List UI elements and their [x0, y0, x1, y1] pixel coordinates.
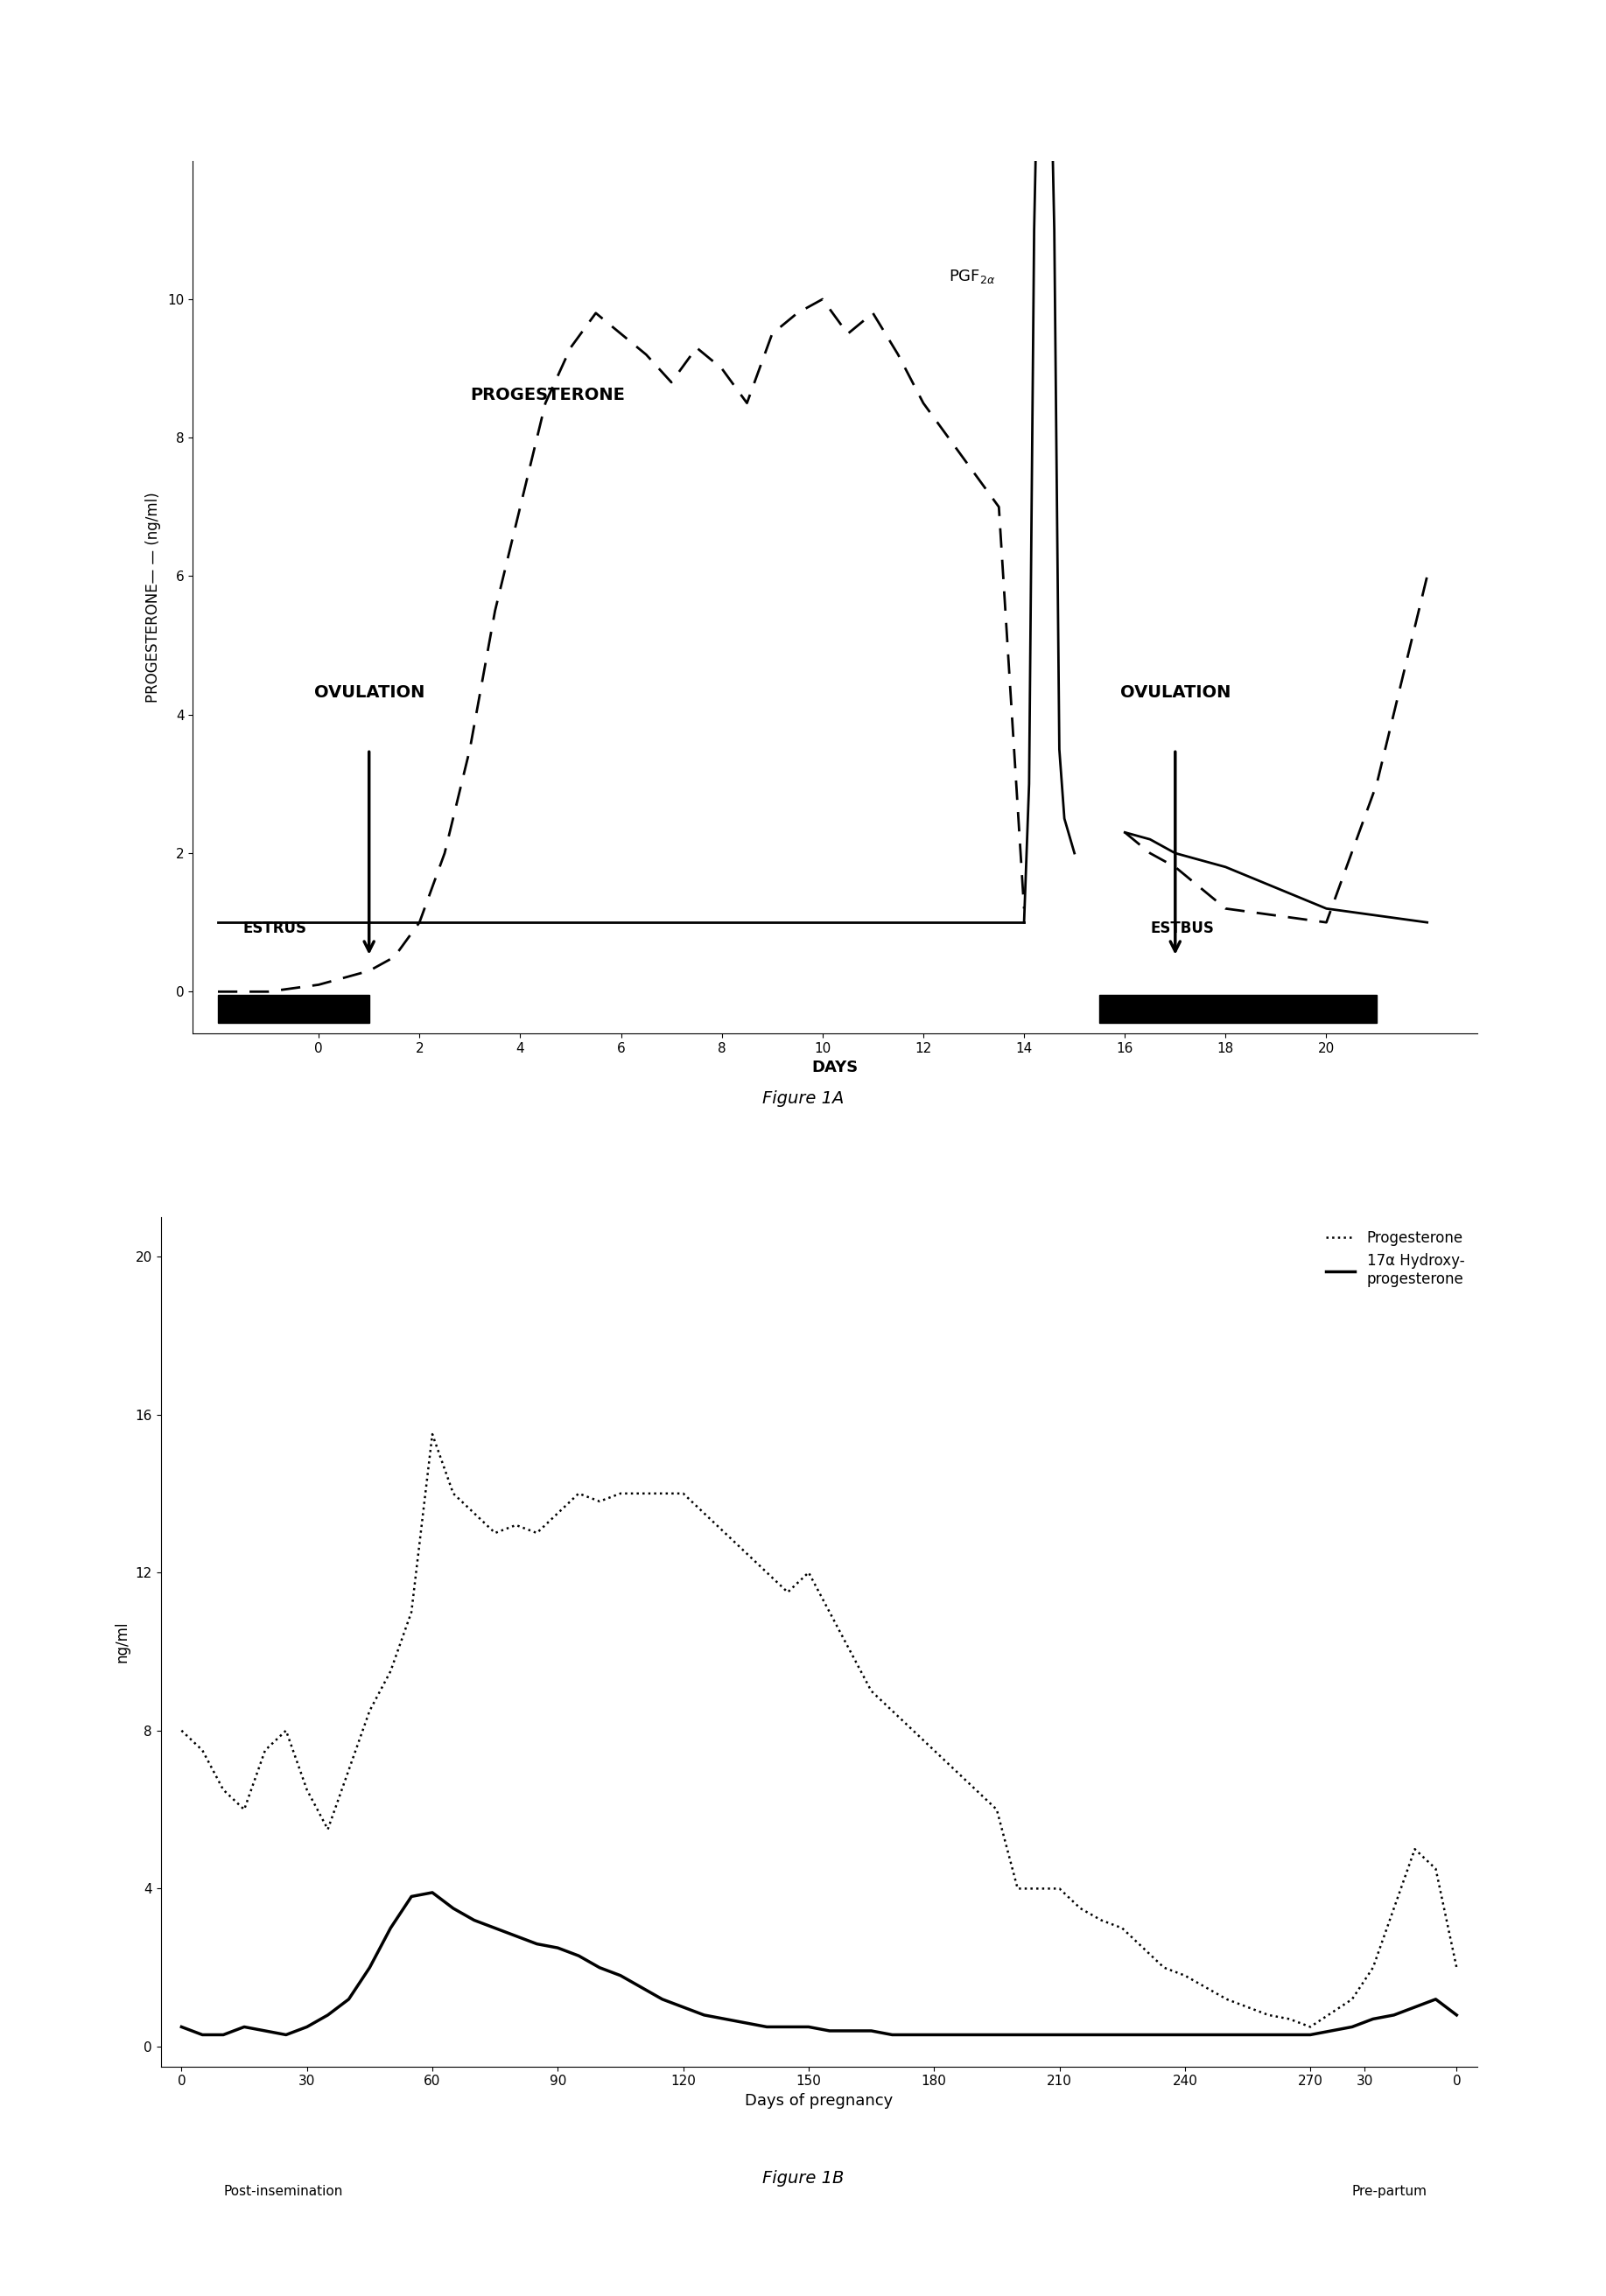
17α Hydroxy-
progesterone — [506, 1922, 525, 1949]
Text: ESTBUS: ESTBUS — [1150, 921, 1214, 937]
Progesterone — [422, 1421, 442, 1449]
Text: Pre-partum: Pre-partum — [1352, 2186, 1428, 2197]
Text: ESTRUS: ESTRUS — [243, 921, 307, 937]
17α Hydroxy-
progesterone — [967, 2020, 986, 2048]
17α Hydroxy-
progesterone — [1301, 2020, 1320, 2048]
Progesterone — [1301, 2014, 1320, 2041]
Text: Figure 1B: Figure 1B — [763, 2170, 843, 2186]
Text: Figure 1A: Figure 1A — [763, 1091, 843, 1107]
17α Hydroxy-
progesterone — [883, 2020, 903, 2048]
17α Hydroxy-
progesterone — [464, 1906, 483, 1933]
Bar — [1100, 994, 1376, 1022]
Y-axis label: ng/ml: ng/ml — [114, 1621, 130, 1662]
Progesterone — [631, 1479, 650, 1506]
Text: Post-insemination: Post-insemination — [223, 2186, 342, 2197]
Text: PROGESTERONE: PROGESTERONE — [471, 386, 625, 404]
Text: PGF$_{2\alpha}$: PGF$_{2\alpha}$ — [949, 269, 996, 285]
Progesterone — [1447, 1954, 1466, 1981]
Progesterone — [1280, 2004, 1299, 2032]
Progesterone — [443, 1479, 463, 1506]
X-axis label: DAYS: DAYS — [811, 1061, 859, 1075]
Legend: Progesterone, 17α Hydroxy-
progesterone: Progesterone, 17α Hydroxy- progesterone — [1320, 1224, 1469, 1293]
Progesterone — [946, 1756, 965, 1784]
Bar — [218, 994, 369, 1022]
Progesterone — [485, 1520, 504, 1548]
17α Hydroxy-
progesterone — [652, 1986, 671, 2014]
Y-axis label: PROGESTERONE— — (ng/ml): PROGESTERONE— — (ng/ml) — [146, 491, 161, 703]
17α Hydroxy-
progesterone — [422, 1878, 442, 1906]
X-axis label: Days of pregnancy: Days of pregnancy — [745, 2094, 893, 2108]
Text: OVULATION: OVULATION — [1119, 684, 1230, 700]
Progesterone — [172, 1717, 191, 1745]
Line: Progesterone: Progesterone — [181, 1435, 1457, 2027]
Line: 17α Hydroxy-
progesterone: 17α Hydroxy- progesterone — [181, 1892, 1457, 2034]
17α Hydroxy-
progesterone — [193, 2020, 212, 2048]
17α Hydroxy-
progesterone — [172, 2014, 191, 2041]
17α Hydroxy-
progesterone — [1447, 2002, 1466, 2030]
Progesterone — [862, 1678, 882, 1706]
Text: OVULATION: OVULATION — [313, 684, 424, 700]
